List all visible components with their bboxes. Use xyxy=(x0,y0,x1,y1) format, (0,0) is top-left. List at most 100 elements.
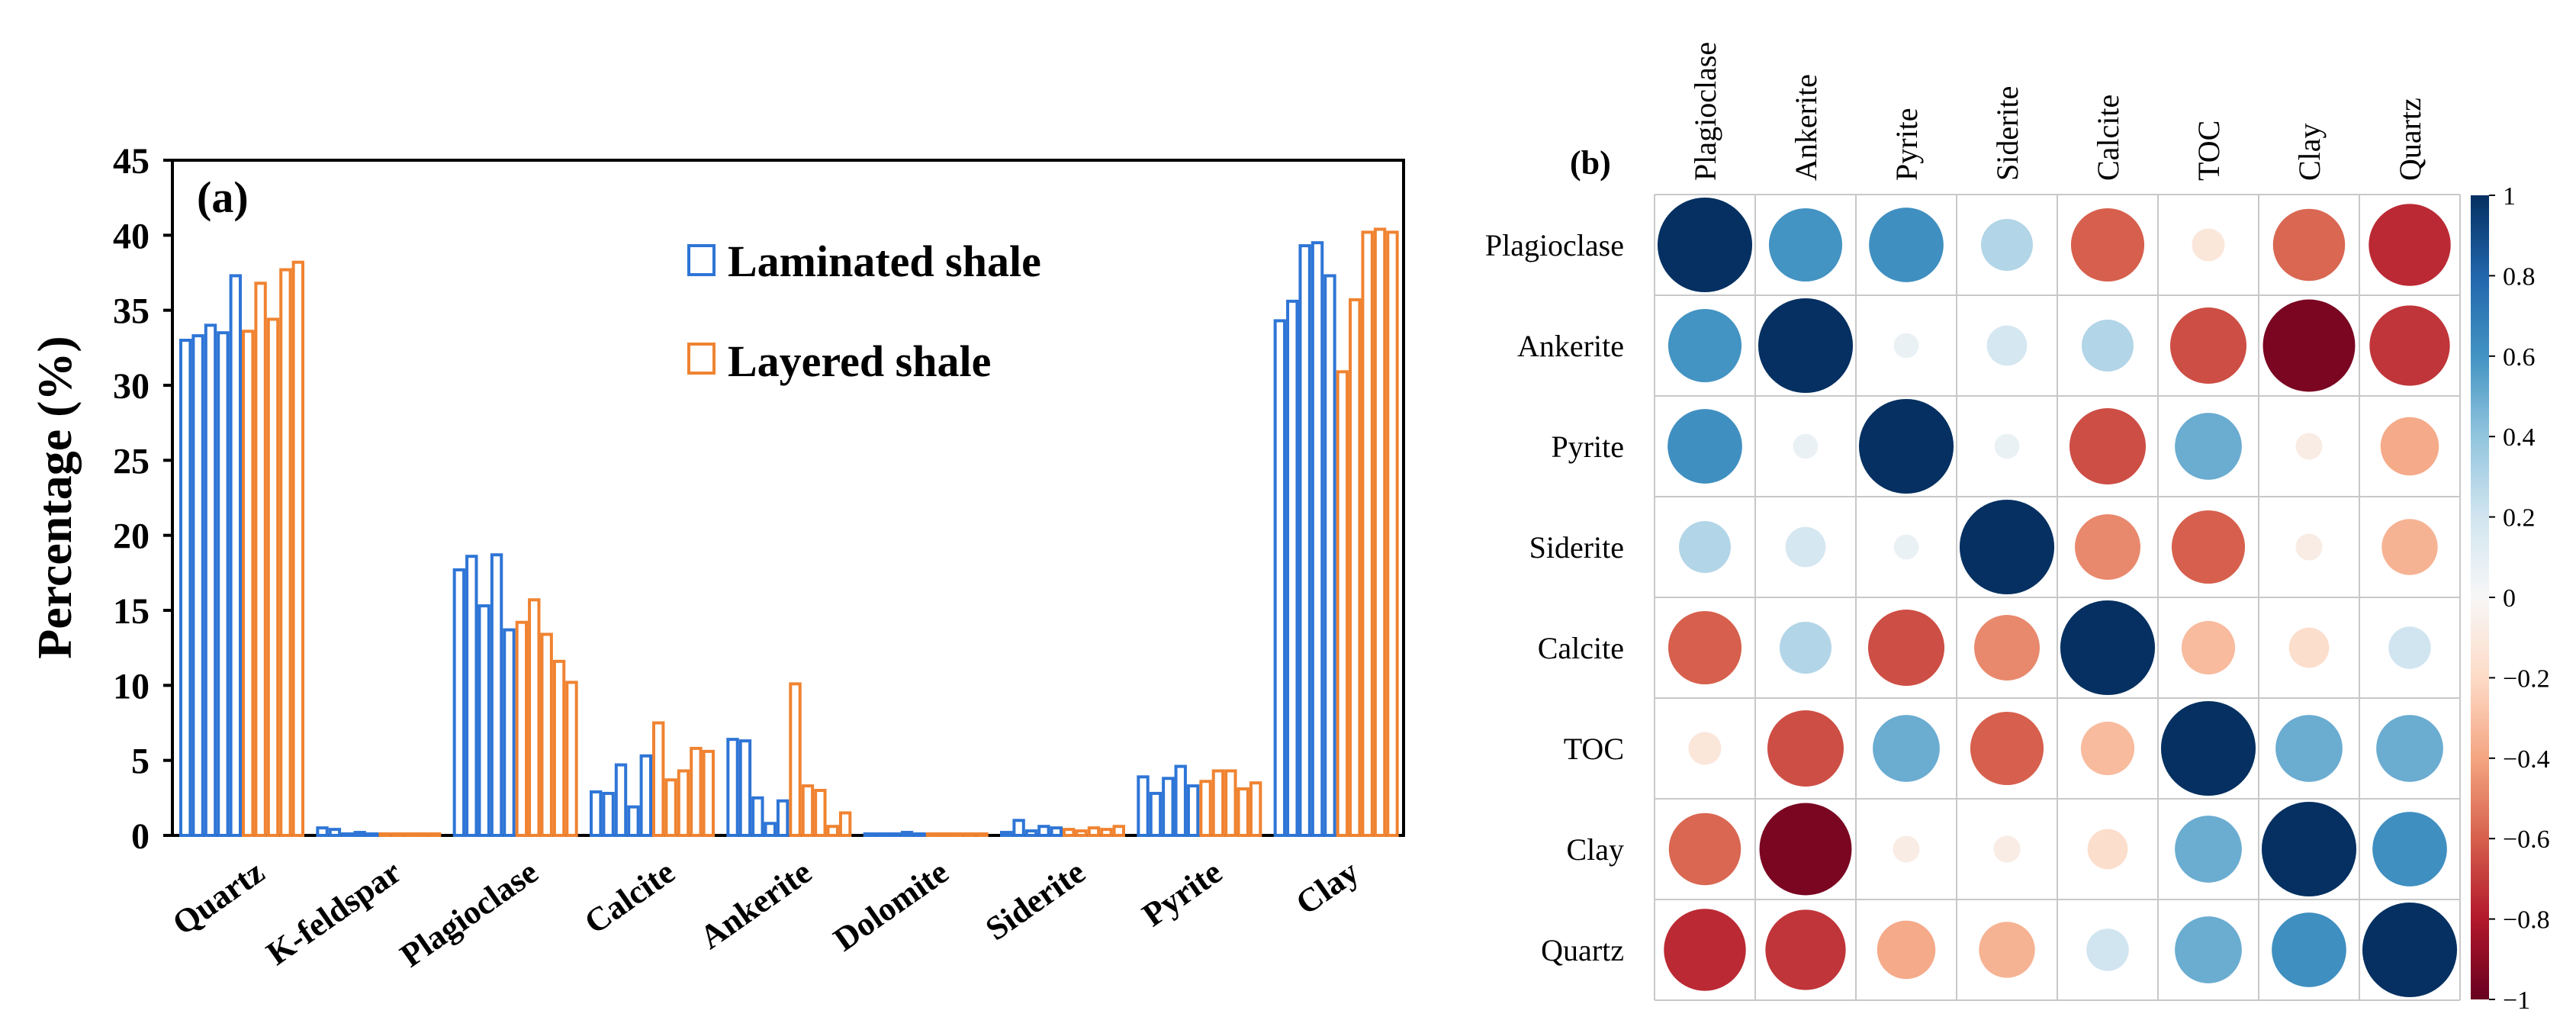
row-label: Plagioclase xyxy=(1485,228,1624,262)
correlation-circle xyxy=(1664,909,1746,991)
row-label: Pyrite xyxy=(1551,430,1624,464)
colorbar-tick-label: −0.4 xyxy=(2503,745,2550,774)
colorbar-tick-label: 0.8 xyxy=(2503,262,2536,291)
bar xyxy=(1174,764,1187,837)
panel-b-label: (b) xyxy=(1570,144,1611,182)
correlation-circle xyxy=(2388,626,2431,669)
y-tick-label: 40 xyxy=(113,216,150,256)
bar xyxy=(913,832,926,837)
correlation-circle xyxy=(2192,228,2225,262)
y-tick-label: 45 xyxy=(113,141,150,182)
correlation-circle xyxy=(2261,801,2357,897)
colorbar-tick-label: −1 xyxy=(2503,986,2530,1015)
bar xyxy=(826,825,839,837)
correlation-circle xyxy=(2080,721,2135,776)
correlation-circle xyxy=(1759,803,1852,896)
colorbar-tick-label: 0 xyxy=(2503,584,2516,613)
bar xyxy=(1149,791,1163,838)
bar xyxy=(900,831,914,837)
column-label: TOC xyxy=(2192,121,2226,181)
bar xyxy=(1323,274,1336,837)
column-label: Quartz xyxy=(2393,98,2427,181)
bar xyxy=(478,604,490,837)
bar xyxy=(341,832,354,837)
bar xyxy=(702,749,715,837)
bar xyxy=(1050,826,1063,837)
correlation-circle xyxy=(2376,715,2443,782)
y-axis-title: Percentage (%) xyxy=(27,336,82,659)
correlation-circle xyxy=(2362,902,2458,998)
bar xyxy=(204,323,217,838)
bar xyxy=(789,682,802,837)
row-label: Clay xyxy=(1566,832,1624,867)
correlation-matrix: (b) Plagioclase Ankerite Pyrite Siderite Cal… xyxy=(1485,42,2550,1015)
bar xyxy=(291,260,305,837)
bar xyxy=(1063,828,1076,837)
bar xyxy=(764,822,777,838)
bar xyxy=(452,568,466,838)
row-label: Ankerite xyxy=(1517,329,1624,363)
x-tick-label: Clay xyxy=(1289,853,1365,922)
bar xyxy=(976,832,989,837)
correlation-circle xyxy=(2169,307,2247,385)
bar xyxy=(217,331,230,837)
x-tick-label: Plagioclase xyxy=(394,853,545,974)
bar xyxy=(726,738,739,838)
bar xyxy=(639,754,652,837)
bar xyxy=(602,791,615,838)
bar xyxy=(1087,826,1101,837)
colorbar-scale xyxy=(2471,195,2489,999)
bar xyxy=(328,828,342,837)
x-tick-label: Calcite xyxy=(577,853,681,941)
correlation-circle xyxy=(1667,409,1742,484)
bar-series xyxy=(179,227,1399,838)
bar xyxy=(416,832,429,837)
bar xyxy=(1373,227,1387,837)
bar xyxy=(814,789,827,837)
colorbar-tick-label: 0.2 xyxy=(2503,504,2536,533)
colorbar: 1 0.8 0.6 0.4 0.2 0 −0.2 −0.4 −0.6 −0.8 −1 xyxy=(2471,182,2550,1015)
bar xyxy=(279,268,292,838)
correlation-circle xyxy=(2075,514,2140,580)
correlation-circle xyxy=(1994,433,2020,459)
correlation-circle xyxy=(2369,204,2451,286)
bar xyxy=(266,317,280,837)
correlation-circle xyxy=(1679,521,1731,573)
bar xyxy=(863,832,876,837)
correlation-circle xyxy=(2288,627,2330,668)
column-label: Calcite xyxy=(2091,95,2125,181)
mineral-composition-bar-chart: (a) Percentage (%) 0 5 10 15 20 25 30 35 40 45 Qu… xyxy=(27,141,1405,974)
correlation-circle xyxy=(2295,533,2323,561)
bar xyxy=(353,831,366,837)
x-tick-label: Dolomite xyxy=(827,853,955,958)
y-tick-label: 35 xyxy=(113,291,150,332)
correlation-circle xyxy=(1970,711,2044,786)
column-label: Clay xyxy=(2292,123,2327,181)
colorbar-ticks: 1 0.8 0.6 0.4 0.2 0 −0.2 −0.4 −0.6 −0.8 −1 xyxy=(2489,182,2550,1015)
correlation-circle xyxy=(2369,305,2450,386)
bar xyxy=(254,282,267,837)
row-label: Calcite xyxy=(1538,631,1624,665)
bar xyxy=(1137,775,1150,837)
bar xyxy=(614,763,628,837)
bar xyxy=(365,832,379,837)
correlation-circles xyxy=(1657,197,2458,998)
colorbar-tick-label: 1 xyxy=(2503,182,2516,211)
correlation-circle xyxy=(2060,600,2156,696)
panel-a-label: (a) xyxy=(197,172,249,222)
correlation-circle xyxy=(2070,208,2145,282)
bar xyxy=(1100,828,1113,837)
bar xyxy=(664,778,677,838)
y-tick-label: 0 xyxy=(131,816,150,857)
correlation-circle xyxy=(1767,710,1844,787)
bar xyxy=(1000,831,1013,837)
colorbar-tick-label: −0.6 xyxy=(2503,825,2550,854)
legend-swatch-layered xyxy=(687,343,716,375)
bar xyxy=(652,721,665,837)
y-tick-label: 5 xyxy=(131,742,150,782)
correlation-circle xyxy=(1873,715,1940,782)
correlation-circle xyxy=(2272,912,2346,987)
bar xyxy=(1186,784,1200,837)
colorbar-tick-label: −0.2 xyxy=(2503,665,2550,693)
